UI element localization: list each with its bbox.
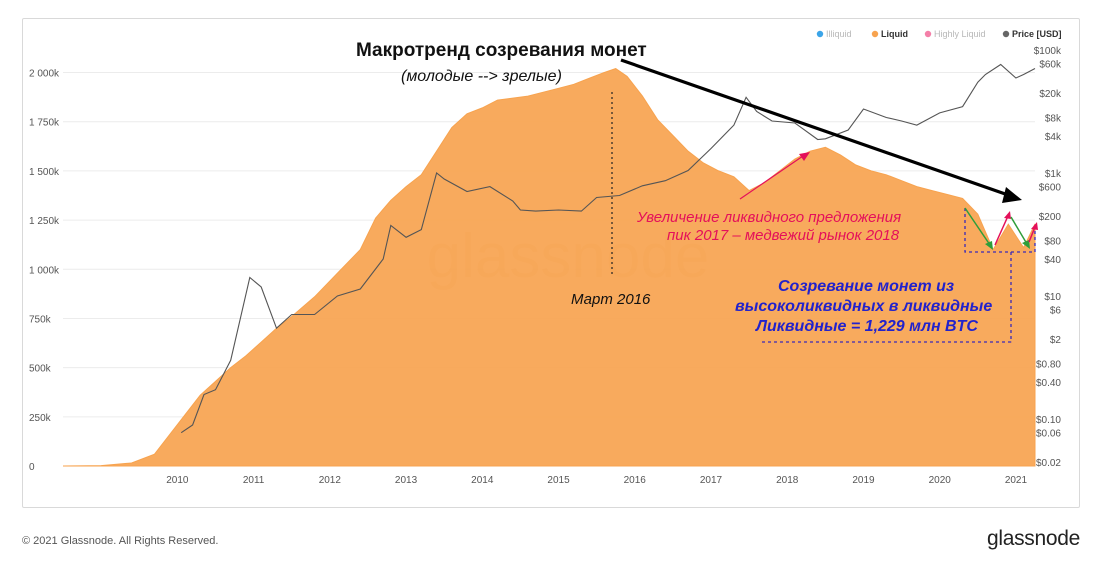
x-tick: 2021	[1005, 475, 1028, 486]
x-tick: 2015	[547, 475, 570, 486]
annotation-liquid-increase: Увеличение ликвидного предложения	[636, 209, 901, 226]
glassnode-logo: glassnode	[986, 527, 1080, 550]
y-left-tick: 2 000k	[29, 69, 60, 80]
y-left-tick: 1 500k	[29, 167, 60, 178]
legend-swatch	[1002, 30, 1010, 38]
y-right-tick: $40	[1044, 255, 1061, 266]
annotation-liquid-value: Ликвидные = 1,229 млн BTC	[755, 318, 978, 335]
legend-swatch	[924, 30, 932, 38]
y-right-tick: $0.40	[1036, 378, 1061, 389]
chart: glassnode 201020112012201320142015201620…	[29, 29, 1062, 486]
annotation-bear-market: пик 2017 – медвежий рынок 2018	[667, 227, 900, 244]
legend-label: Price [USD]	[1012, 29, 1062, 39]
y-right-tick: $100k	[1034, 46, 1062, 57]
annotation-maturation-2: высоколиквидных в ликвидные	[735, 298, 992, 315]
x-tick: 2012	[319, 475, 342, 486]
legend: Illiquid Liquid Highly Liquid Price [USD]	[816, 29, 1062, 39]
y-left-tick: 1 000k	[29, 265, 60, 276]
y-left-tick: 500k	[29, 364, 52, 375]
price-series	[180, 63, 1036, 434]
footer-copyright: © 2021 Glassnode. All Rights Reserved.	[22, 535, 219, 547]
x-tick: 2017	[700, 475, 723, 486]
y-axis-right: $0.02 $0.06 $0.10 $0.40 $0.80 $2 $6 $10 $40 $80 $2…	[1034, 46, 1062, 469]
y-right-tick: $80	[1044, 236, 1061, 247]
y-left-tick: 250k	[29, 413, 52, 424]
x-tick: 2020	[929, 475, 952, 486]
x-axis: 2010 2011 2012 2013 2014 2015 2016 2017 2018 2019…	[166, 475, 1027, 486]
x-tick: 2019	[852, 475, 875, 486]
chart-subtitle: (молодые --> зрелые)	[401, 68, 562, 85]
y-left-tick: 1 750k	[29, 118, 60, 129]
x-tick: 2016	[624, 475, 647, 486]
price-line	[180, 63, 1036, 434]
y-right-tick: $1k	[1045, 169, 1062, 180]
trend-arrow	[620, 58, 1022, 203]
x-tick: 2018	[776, 475, 799, 486]
x-tick: 2010	[166, 475, 189, 486]
annotation-march-2016: Март 2016	[571, 291, 651, 308]
chart-frame: glassnode 201020112012201320142015201620…	[22, 18, 1080, 508]
y-right-tick: $6	[1050, 306, 1062, 317]
y-right-tick: $200	[1039, 212, 1062, 223]
legend-label: Illiquid	[826, 29, 852, 39]
y-left-tick: 1 250k	[29, 216, 60, 227]
maturation-dashed-box	[760, 208, 1036, 343]
x-tick: 2014	[471, 475, 494, 486]
y-right-tick: $60k	[1039, 60, 1062, 71]
y-right-tick: $0.06	[1036, 429, 1061, 440]
legend-item[interactable]: Price [USD]	[1002, 29, 1062, 39]
chart-title: Макротренд созревания монет	[356, 40, 647, 61]
liquid-area	[62, 68, 1036, 467]
y-right-tick: $2	[1050, 335, 1062, 346]
legend-item[interactable]: Illiquid	[816, 29, 852, 39]
legend-label: Liquid	[881, 29, 908, 39]
y-right-tick: $0.02	[1036, 458, 1061, 469]
y-right-tick: $0.10	[1036, 415, 1061, 426]
y-left-tick: 750k	[29, 314, 52, 325]
liquid-series	[62, 68, 1036, 467]
legend-label: Highly Liquid	[934, 29, 986, 39]
legend-item[interactable]: Highly Liquid	[924, 29, 986, 39]
legend-item[interactable]: Liquid	[871, 29, 908, 39]
x-tick: 2011	[243, 475, 265, 486]
legend-swatch	[816, 30, 824, 38]
liquid-increase-arrow	[739, 152, 810, 200]
y-left-tick: 0	[29, 462, 35, 473]
y-right-tick: $0.80	[1036, 359, 1061, 370]
y-right-tick: $20k	[1039, 89, 1062, 100]
y-right-tick: $4k	[1045, 132, 1062, 143]
x-tick: 2013	[395, 475, 418, 486]
y-right-tick: $600	[1039, 183, 1062, 194]
annotation-maturation-1: Созревание монет из	[778, 278, 954, 295]
y-axis-left: 0 250k 500k 750k 1 000k 1 250k 1 500k 1 750k 2 0…	[29, 69, 60, 473]
maturation-arrows	[964, 207, 1038, 250]
y-right-tick: $10	[1044, 292, 1061, 303]
legend-swatch	[871, 30, 879, 38]
y-right-tick: $8k	[1045, 113, 1062, 124]
